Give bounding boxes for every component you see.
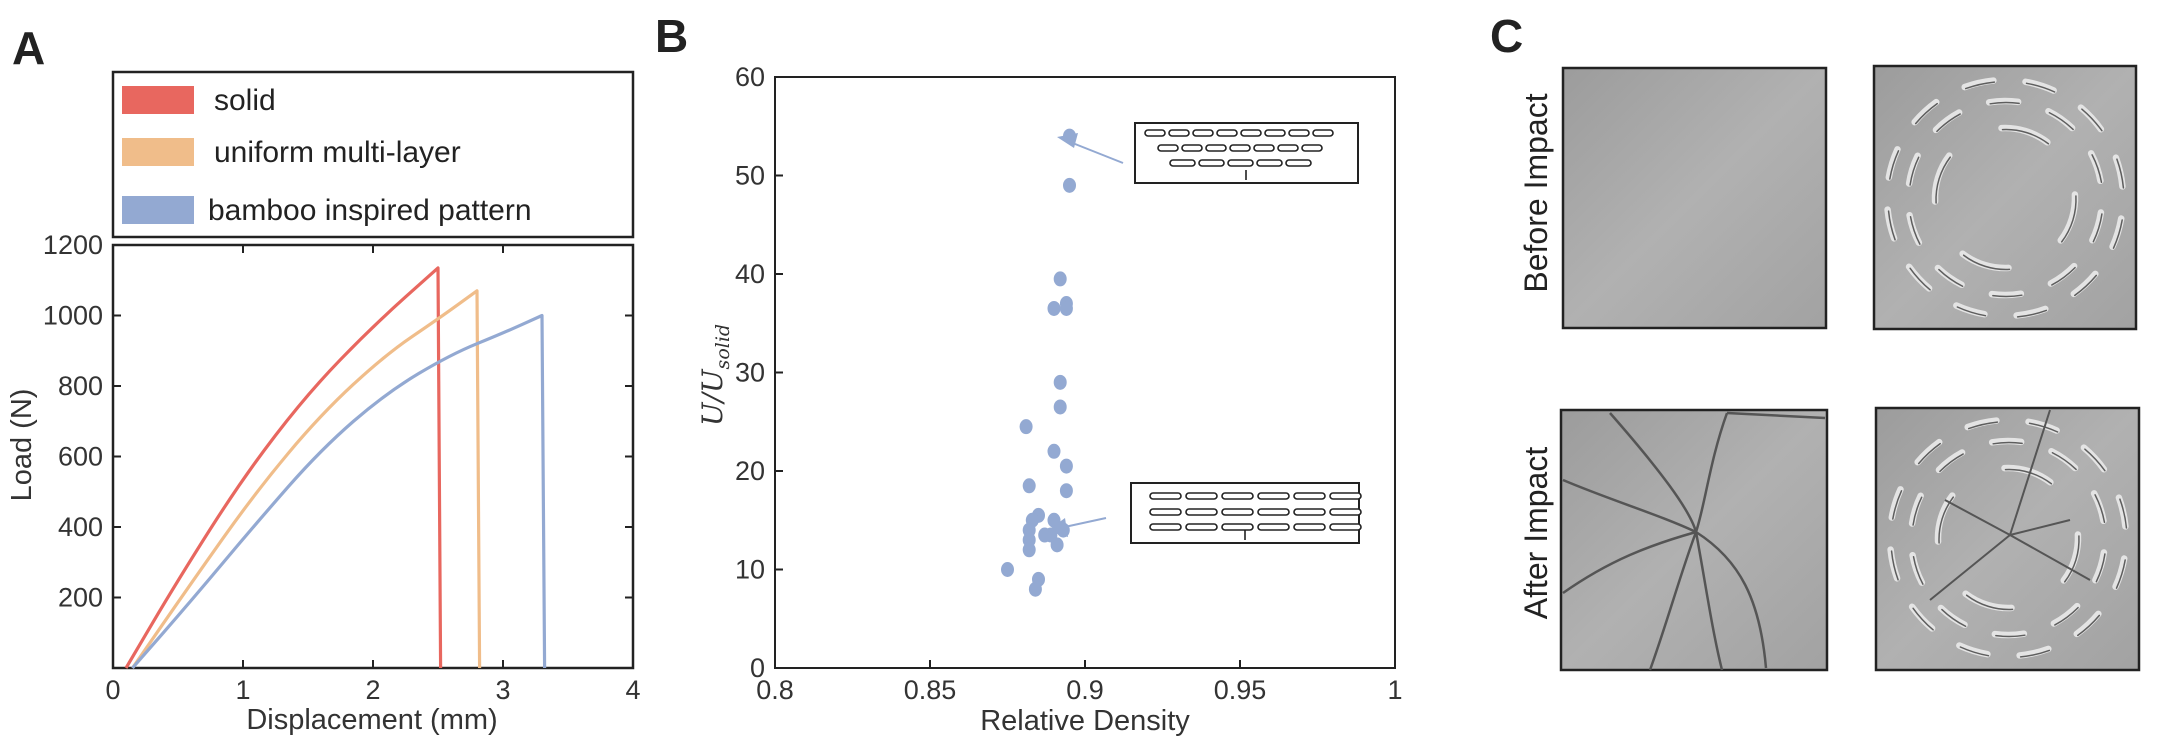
inset-staggered-pattern (1057, 122, 1359, 184)
y-axis-title-b: U/Usolid (696, 324, 734, 426)
scatter-point (1053, 399, 1067, 415)
x-tick-label: 1 (235, 675, 250, 705)
scatter-point (1050, 537, 1064, 553)
x-tick-label: 0.85 (904, 675, 957, 705)
y-tick-label: 60 (735, 62, 765, 92)
photo-after-pattern (1874, 406, 2141, 672)
svg-text:U/Usolid: U/Usolid (696, 324, 734, 426)
bamboo-pattern-before (1884, 77, 2126, 319)
photo-before-pattern (1872, 64, 2138, 331)
scatter-point (1022, 478, 1036, 494)
scatter-point (1022, 542, 1036, 558)
legend-swatch-0 (122, 86, 194, 114)
x-tick-label: 1 (1387, 675, 1402, 705)
y-label-u-denominator: U (696, 368, 729, 393)
panel-c-photos: Before Impact After Impact (1518, 64, 2141, 672)
scatter-point (1028, 581, 1042, 597)
x-tick-label: 3 (495, 675, 510, 705)
axis-ticks-a: 0 1 2 3 4 200 400 600 800 1000 1200 (43, 230, 641, 705)
legend-box (111, 70, 635, 239)
panel-c-letter: C (1490, 10, 1523, 62)
scatter-point (1047, 300, 1061, 316)
series-line-0 (124, 266, 443, 669)
y-label-sep: / (696, 390, 729, 405)
scatter-point (1053, 374, 1067, 390)
row-label-after: After Impact (1518, 447, 1554, 620)
scatter-point (1063, 177, 1076, 193)
scatter-point (1053, 271, 1067, 287)
y-axis-title-a: Load (N) (6, 389, 38, 502)
y-tick-label: 1000 (43, 301, 103, 331)
x-tick-label: 0.95 (1214, 675, 1267, 705)
series-line-2 (131, 313, 547, 670)
x-tick-label: 0.9 (1066, 675, 1104, 705)
scatter-point (1059, 458, 1073, 474)
y-tick-label: 0 (750, 653, 765, 683)
y-tick-label: 40 (735, 259, 765, 289)
x-axis-title-a: Displacement (mm) (246, 704, 497, 736)
crack-lines-pattern (1929, 409, 2091, 601)
y-tick-label: 30 (735, 358, 765, 388)
scatter-point (1059, 300, 1073, 316)
y-tick-label: 50 (735, 161, 765, 191)
panel-a-letter: A (12, 22, 45, 74)
crack-lines-solid (1562, 411, 1826, 671)
legend: solid uniform multi-layer bamboo inspired … (122, 84, 532, 227)
y-tick-label: 1200 (43, 230, 103, 260)
bamboo-pattern-after (1887, 417, 2129, 659)
legend-label-2: bamboo inspired pattern (208, 194, 532, 227)
x-tick-label: 4 (625, 675, 640, 705)
panel-b-letter: B (655, 10, 688, 62)
y-tick-label: 800 (58, 371, 103, 401)
plot-frame-a (111, 243, 635, 670)
y-tick-label: 600 (58, 442, 103, 472)
legend-swatch-1 (122, 138, 194, 166)
inset-uniform-pattern (1047, 482, 1362, 544)
x-tick-label: 2 (365, 675, 380, 705)
photo-before-solid (1561, 66, 1828, 330)
inset-arrow-top (1057, 133, 1078, 148)
series-line-1 (131, 289, 482, 669)
row-label-before: Before Impact (1518, 93, 1554, 292)
x-tick-label: 0.8 (756, 675, 794, 705)
series-group-a (124, 266, 547, 670)
y-tick-label: 20 (735, 456, 765, 486)
y-label-u: U (696, 401, 729, 426)
legend-label-1: uniform multi-layer (214, 136, 461, 169)
y-tick-label: 10 (735, 555, 765, 585)
scatter-point (1019, 419, 1033, 435)
legend-swatch-2 (122, 196, 194, 224)
scatter-point (1038, 527, 1052, 543)
scatter-point (1059, 483, 1073, 499)
legend-label-0: solid (214, 84, 276, 117)
x-tick-label: 0 (105, 675, 120, 705)
scatter-point (1001, 562, 1014, 577)
y-label-subscript: solid (712, 324, 734, 370)
scatter-point (1047, 443, 1061, 459)
panel-a-chart: solid uniform multi-layer bamboo inspired … (6, 70, 641, 736)
y-tick-label: 200 (58, 583, 103, 613)
x-axis-title-b: Relative Density (980, 705, 1190, 737)
inset-arrow-bottom (1047, 518, 1068, 537)
y-tick-label: 400 (58, 512, 103, 542)
